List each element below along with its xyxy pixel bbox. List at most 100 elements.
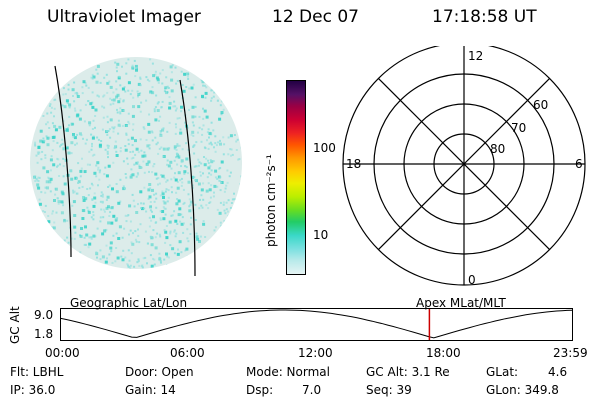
image-pixel [169,232,172,235]
image-pixel [170,78,174,82]
image-pixel [235,140,238,143]
image-pixel [107,156,109,159]
image-pixel [217,141,219,144]
image-pixel [179,131,183,135]
image-pixel [226,210,229,213]
image-pixel [133,265,136,268]
image-pixel [165,252,168,256]
image-pixel [35,178,38,180]
image-pixel [224,220,227,223]
image-pixel [212,160,215,163]
image-pixel [130,241,133,244]
image-pixel [70,122,74,126]
image-pixel [213,191,215,194]
image-pixel [105,73,108,76]
image-pixel [51,210,54,213]
image-pixel [176,198,179,200]
image-pixel [126,162,129,165]
image-pixel [57,200,61,204]
image-pixel [91,105,95,109]
image-pixel [187,180,191,184]
image-pixel [183,170,187,174]
image-pixel [46,170,50,174]
image-pixel [72,95,74,97]
image-pixel [95,80,99,84]
image-pixel [73,214,77,217]
image-pixel [158,182,161,185]
image-pixel [167,164,171,168]
image-pixel [103,210,106,213]
image-pixel [54,187,58,191]
image-pixel [132,105,135,109]
image-pixel [153,193,156,196]
image-pixel [54,187,57,190]
image-pixel [187,148,190,151]
image-pixel [155,177,158,180]
image-pixel [124,90,127,93]
image-pixel [40,191,43,194]
image-pixel [220,160,224,164]
image-pixel [118,75,121,78]
image-pixel [123,227,126,230]
image-pixel [67,151,71,155]
image-pixel [157,101,160,104]
colorbar-tick-10: 10 [313,228,329,242]
altitude-curve [60,309,573,339]
image-pixel [165,180,168,183]
image-pixel [124,256,127,259]
glat-info: GLat: [486,365,519,379]
image-pixel [158,119,160,122]
image-pixel [231,198,234,201]
image-pixel [159,133,163,137]
image-pixel [165,76,168,79]
image-pixel [138,164,141,167]
image-pixel [209,141,212,144]
image-pixel [154,70,157,73]
image-pixel [206,131,209,134]
image-pixel [236,138,239,141]
image-pixel [42,137,45,140]
image-pixel [165,225,168,227]
image-pixel [186,255,189,258]
image-pixel [147,197,150,200]
image-pixel [198,207,201,210]
image-pixel [220,111,224,114]
image-pixel [191,115,195,119]
image-pixel [160,106,163,109]
image-pixel [155,221,158,224]
image-pixel [180,184,183,187]
image-pixel [172,105,175,108]
image-pixel [173,147,176,150]
image-pixel [119,147,122,149]
image-pixel [106,195,110,199]
image-pixel [55,211,58,214]
image-pixel [149,91,152,94]
image-pixel [143,127,146,130]
image-pixel [45,123,48,126]
image-pixel [161,174,165,178]
image-pixel [91,199,94,201]
image-pixel [154,118,158,122]
image-pixel [147,130,151,134]
mode-info: Mode: Normal [246,365,330,379]
image-pixel [175,126,178,129]
image-pixel [58,175,61,177]
image-pixel [115,232,118,235]
image-pixel [133,59,136,62]
image-pixel [174,66,177,69]
image-pixel [112,102,115,105]
dsp-info: Dsp: [246,383,274,397]
image-pixel [96,72,99,75]
image-pixel [167,189,170,192]
image-pixel [96,94,99,97]
image-pixel [125,176,128,179]
image-pixel [150,264,154,268]
image-pixel [106,121,109,124]
image-pixel [159,235,162,238]
image-pixel [139,84,142,87]
image-pixel [99,216,102,219]
image-pixel [178,117,181,120]
image-pixel [184,121,187,124]
image-pixel [203,109,207,113]
image-pixel [106,81,110,85]
